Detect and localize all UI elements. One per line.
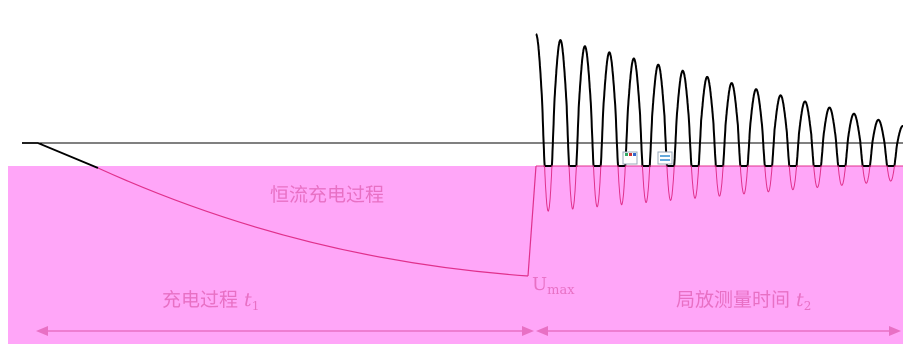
oscillation-waveform-upper (535, 33, 903, 167)
charge-phase-label: 充电过程 t1 (162, 289, 259, 313)
measure-phase-label: 局放测量时间 t2 (676, 289, 811, 313)
charge-phase-sub: 1 (252, 299, 260, 313)
charge-start-segment (22, 142, 99, 169)
charge-phase-var: t (244, 289, 252, 311)
marker-icons (622, 151, 673, 165)
measure-phase-var: t (796, 289, 804, 311)
charge-phase-text: 充电过程 (162, 289, 244, 311)
measure-phase-sub: 2 (804, 299, 812, 313)
measure-span-arrow (536, 326, 901, 336)
u-max-label: Umax (532, 274, 575, 298)
u-max-subscript: max (547, 283, 575, 298)
charge-rise (527, 165, 537, 277)
oscillation-waveform-lower (536, 165, 903, 212)
constant-current-label: 恒流充电过程 (270, 184, 384, 206)
charge-span-arrow (36, 326, 534, 336)
pink-region (8, 166, 903, 344)
measure-phase-text: 局放测量时间 (676, 289, 796, 311)
u-max-symbol: U (532, 274, 547, 295)
charge-curve (97, 167, 529, 277)
